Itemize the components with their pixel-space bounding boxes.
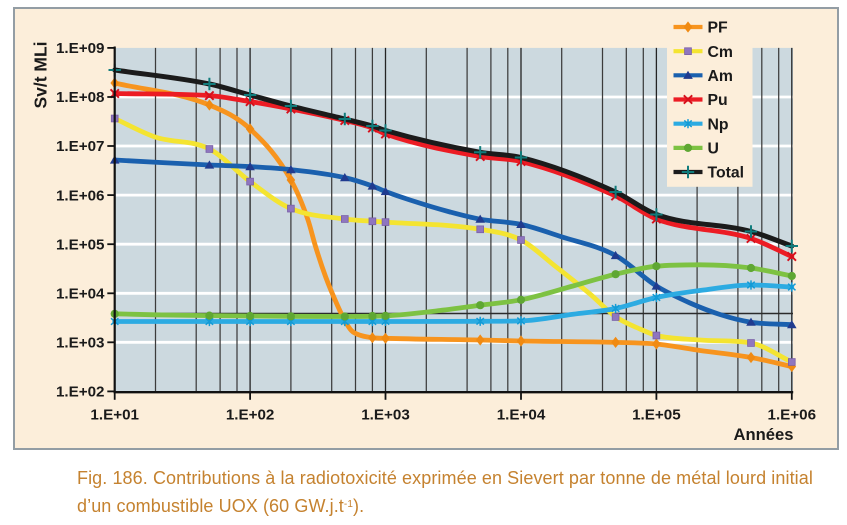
svg-text:1.E+08: 1.E+08 xyxy=(56,89,105,106)
svg-text:Cm: Cm xyxy=(708,44,733,61)
svg-text:1.E+04: 1.E+04 xyxy=(56,286,105,303)
svg-text:1.E+04: 1.E+04 xyxy=(497,407,546,424)
svg-text:1.E+02: 1.E+02 xyxy=(226,407,275,424)
svg-text:1.E+05: 1.E+05 xyxy=(632,407,681,424)
svg-text:U: U xyxy=(708,141,719,158)
svg-text:Np: Np xyxy=(708,116,729,133)
svg-text:1.E+03: 1.E+03 xyxy=(361,407,410,424)
svg-text:Total: Total xyxy=(708,165,745,182)
svg-text:1.E+06: 1.E+06 xyxy=(56,187,105,204)
svg-text:1.E+05: 1.E+05 xyxy=(56,236,105,253)
svg-text:1.E+06: 1.E+06 xyxy=(768,407,817,424)
svg-text:1.E+01: 1.E+01 xyxy=(90,407,139,424)
svg-text:Pu: Pu xyxy=(708,92,728,109)
svg-text:1.E+07: 1.E+07 xyxy=(56,138,105,155)
svg-text:Am: Am xyxy=(708,68,733,85)
svg-text:Années: Années xyxy=(734,425,794,444)
svg-text:1.E+02: 1.E+02 xyxy=(56,384,105,401)
svg-text:Sv/t MLi: Sv/t MLi xyxy=(31,41,51,108)
svg-text:1.E+09: 1.E+09 xyxy=(56,40,105,57)
svg-text:1.E+03: 1.E+03 xyxy=(56,335,105,352)
svg-text:PF: PF xyxy=(708,20,729,37)
